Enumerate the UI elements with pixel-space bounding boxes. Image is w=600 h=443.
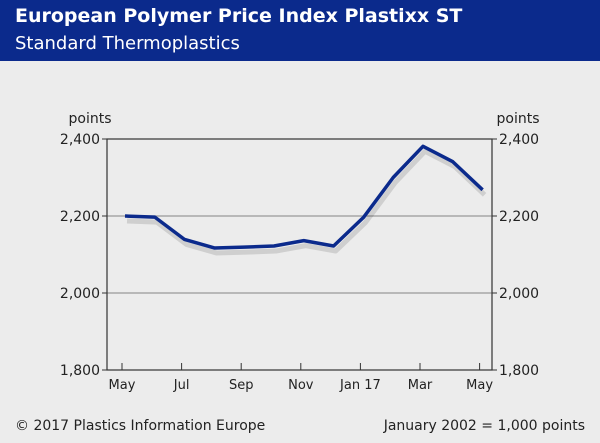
x-tick-label: Sep bbox=[229, 378, 254, 393]
series-line bbox=[124, 144, 484, 250]
y-tick-label-right: 2,200 bbox=[499, 209, 539, 225]
y-tick-label-left: 1,800 bbox=[60, 363, 100, 379]
x-tick-label: Mar bbox=[408, 378, 433, 393]
chart-subtitle: Standard Thermoplastics bbox=[15, 33, 240, 54]
series-shadow bbox=[126, 148, 487, 256]
copyright-text: © 2017 Plastics Information Europe bbox=[15, 418, 266, 434]
chart-title: European Polymer Price Index Plastixx ST bbox=[15, 5, 463, 27]
y-tick-label-right: 2,000 bbox=[499, 286, 539, 302]
y-tick-label-left: 2,200 bbox=[60, 209, 100, 225]
x-tick-label: Jul bbox=[173, 378, 190, 393]
y-axis-label-right: points bbox=[497, 111, 540, 127]
header: European Polymer Price Index Plastixx ST… bbox=[0, 0, 600, 61]
plot-frame bbox=[106, 138, 493, 371]
y-tick-label-left: 2,400 bbox=[60, 132, 100, 148]
x-tick-label: May bbox=[109, 378, 136, 393]
x-tick-label: May bbox=[466, 378, 493, 393]
x-tick-label: Jan 17 bbox=[339, 378, 381, 393]
y-axis-label-left: points bbox=[69, 111, 112, 127]
x-tick-label: Nov bbox=[288, 378, 314, 393]
y-tick-label-right: 2,400 bbox=[499, 132, 539, 148]
y-tick-label-left: 2,000 bbox=[60, 286, 100, 302]
baseline-note: January 2002 = 1,000 points bbox=[383, 418, 585, 434]
y-tick-label-right: 1,800 bbox=[499, 363, 539, 379]
